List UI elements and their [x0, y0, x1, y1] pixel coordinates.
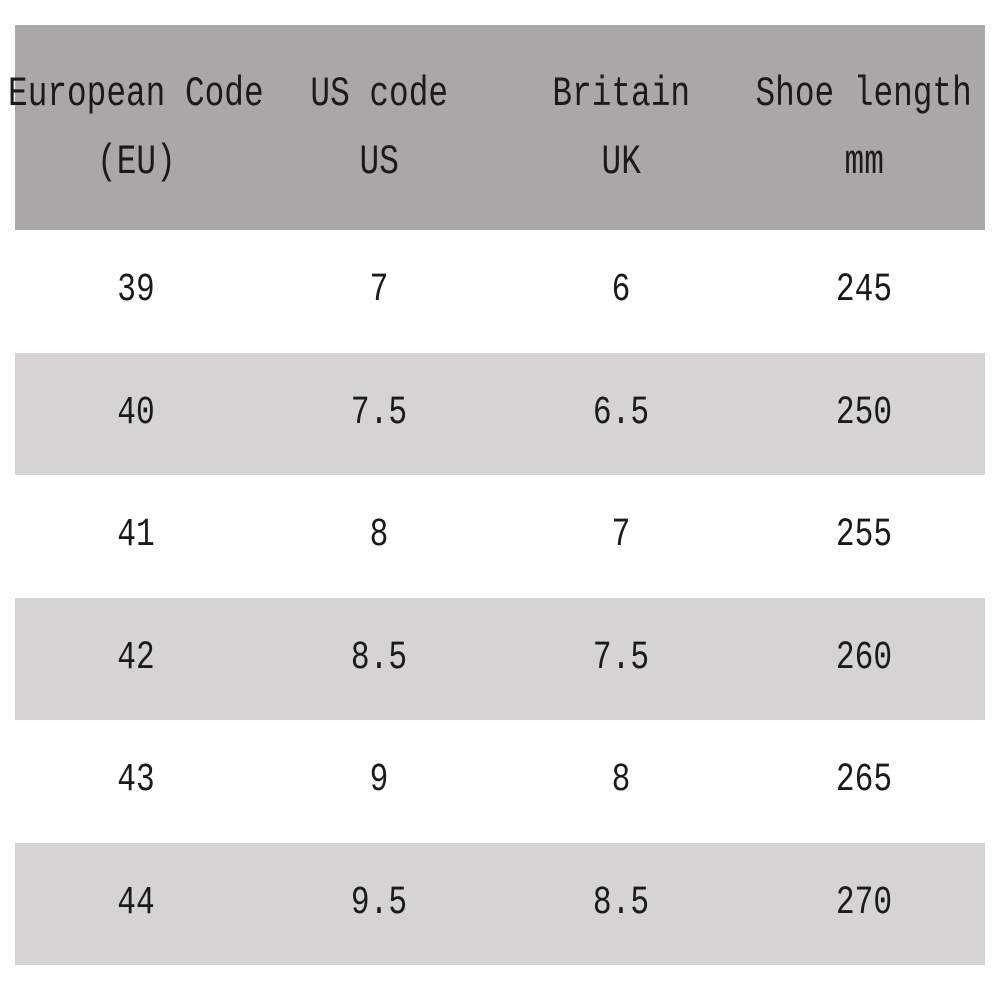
table-cell: 43: [15, 720, 258, 843]
cell-text: UK: [601, 137, 641, 186]
cell-text: 7: [611, 513, 631, 559]
cell-text: 250: [835, 390, 892, 436]
cell-text: (EU): [96, 137, 176, 186]
table-cell: 7: [258, 230, 501, 353]
cell-text: 8.5: [593, 880, 650, 926]
cell-text: 8: [369, 513, 389, 559]
table-cell: 6: [500, 230, 743, 353]
cell-text: 7: [369, 268, 389, 314]
cell-text: 6.5: [593, 390, 650, 436]
header-cell: European Code (EU): [8, 25, 264, 230]
cell-text: 8: [611, 758, 631, 804]
cell-text: mm: [844, 137, 884, 186]
cell-text: 40: [117, 390, 155, 436]
cell-text: Britain: [552, 69, 691, 118]
table-cell: 41: [15, 475, 258, 598]
table-cell: 7.5: [258, 353, 501, 476]
header-cell: Britain UK: [500, 25, 743, 230]
table-row: 43 9 8 265: [15, 720, 985, 843]
cell-text: 42: [117, 635, 155, 681]
table-row: 42 8.5 7.5 260: [15, 597, 986, 721]
table-cell: 42: [15, 598, 258, 721]
cell-text: 265: [835, 758, 892, 804]
table-cell: 245: [743, 230, 986, 353]
cell-text: 260: [835, 635, 892, 681]
table-cell: 39: [15, 230, 258, 353]
table-cell: 7.5: [500, 598, 743, 721]
table-row: 39 7 6 245: [15, 230, 985, 353]
cell-text: 6: [611, 268, 631, 314]
table-cell: 270: [743, 843, 986, 966]
header-cell: Shoe length mm: [743, 25, 986, 230]
table-cell: 8.5: [258, 598, 501, 721]
size-table: European Code (EU) US code US Britain UK Shoe …: [8, 25, 986, 966]
cell-text: 8.5: [350, 635, 407, 681]
header-cell: US code US: [258, 25, 501, 230]
cell-text: 43: [117, 758, 155, 804]
cell-text: 39: [117, 268, 155, 314]
table-cell: 8: [500, 720, 743, 843]
cell-text: 270: [835, 880, 892, 926]
cell-text: 7.5: [350, 390, 407, 436]
table-cell: 7: [500, 475, 743, 598]
cell-text: 41: [117, 513, 155, 559]
table-cell: 9.5: [258, 843, 501, 966]
table-cell: 6.5: [500, 353, 743, 476]
table-cell: 44: [15, 843, 258, 966]
table-cell: 8.5: [500, 843, 743, 966]
table-cell: 8: [258, 475, 501, 598]
table-cell: 265: [743, 720, 986, 843]
cell-text: Shoe length: [755, 69, 972, 118]
table-cell: 250: [743, 353, 986, 476]
table-row: 41 8 7 255: [15, 475, 985, 598]
cell-text: 9.5: [350, 880, 407, 926]
table-row: 40 7.5 6.5 250: [15, 352, 986, 476]
cell-text: 7.5: [593, 635, 650, 681]
cell-text: 245: [835, 268, 892, 314]
table-cell: 255: [743, 475, 986, 598]
table-cell: 260: [743, 598, 986, 721]
table-row: 44 9.5 8.5 270: [15, 842, 986, 966]
table-cell: 9: [258, 720, 501, 843]
cell-text: 9: [369, 758, 389, 804]
header-row: European Code (EU) US code US Britain UK Shoe …: [8, 25, 986, 230]
cell-text: US: [359, 137, 399, 186]
table-cell: 40: [15, 353, 258, 476]
cell-text: US code: [309, 69, 448, 118]
cell-text: 44: [117, 880, 155, 926]
cell-text: European Code: [8, 69, 265, 118]
cell-text: 255: [835, 513, 892, 559]
